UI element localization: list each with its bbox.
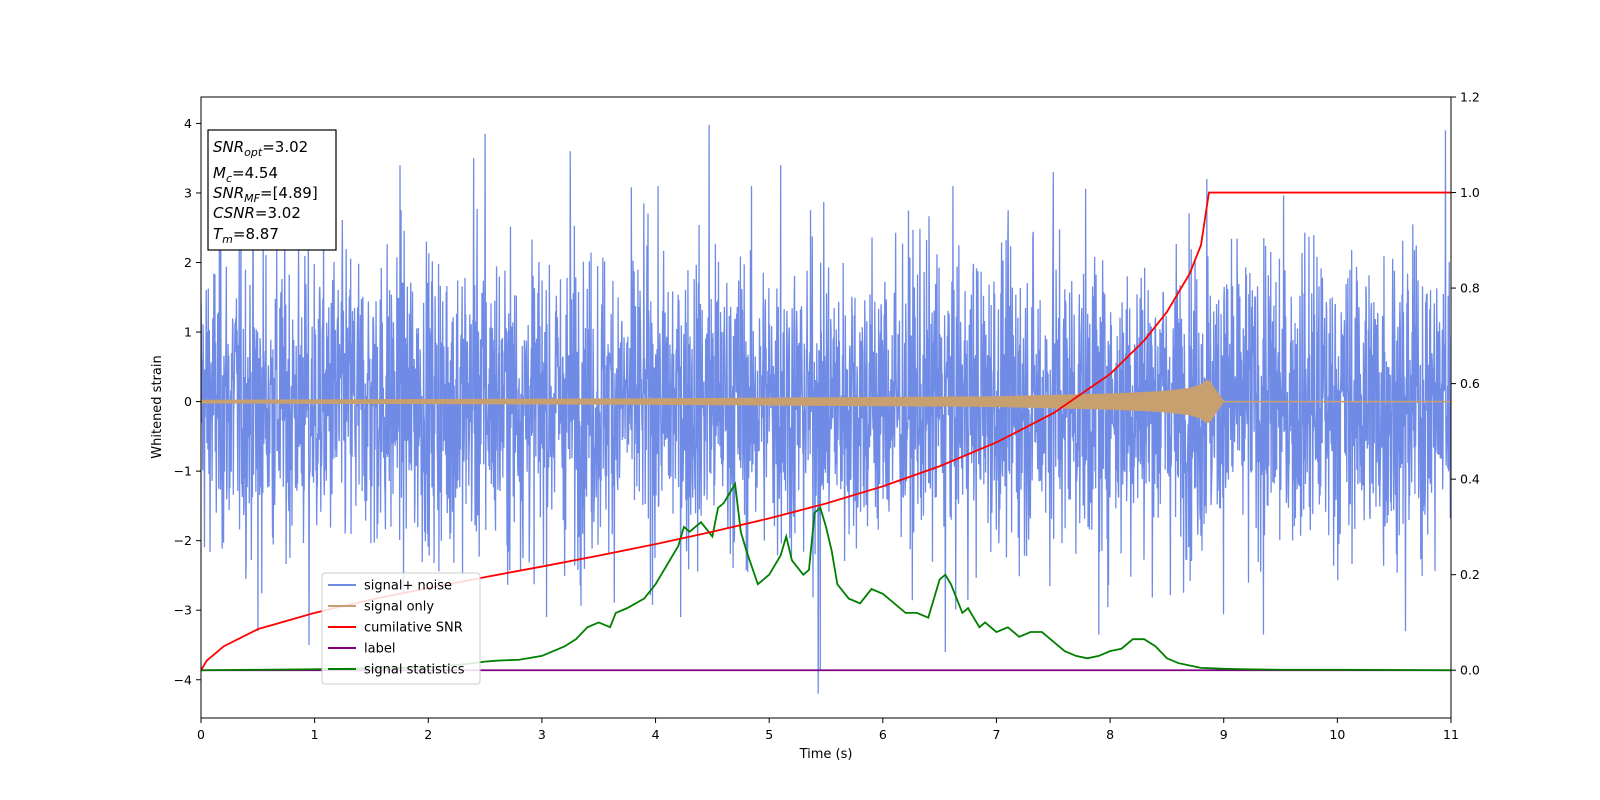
x-tick-label: 7	[992, 727, 1000, 742]
x-tick-label: 1	[311, 727, 319, 742]
legend-entry: cumilative SNR	[364, 621, 463, 636]
x-axis-label: Time (s)	[799, 747, 853, 762]
legend-entry: signal only	[364, 600, 434, 615]
series-signal-statistics	[201, 481, 1451, 672]
y2-tick-label: 0.4	[1460, 472, 1480, 487]
y-tick-label: −3	[174, 603, 192, 618]
x-tick-label: 8	[1106, 727, 1114, 742]
y-tick-label: 3	[184, 185, 192, 200]
x-tick-label: 4	[652, 727, 660, 742]
y2-tick-label: 0.8	[1460, 281, 1480, 296]
y-tick-label: 2	[184, 255, 192, 270]
plot-frame	[200, 96, 1452, 719]
info-row: SNRopt=3.02	[213, 138, 308, 159]
legend: signal+ noise signal only cumilative SNR la…	[321, 572, 481, 685]
y-axis-right: 0.0 0.2 0.4 0.6 0.8 1.0 1.2	[1451, 90, 1480, 678]
y-axis-left: −4 −3 −2 −1 0 1 2 3 4	[174, 116, 201, 687]
y-tick-label: 1	[184, 325, 192, 340]
y2-tick-label: 0.0	[1460, 663, 1480, 678]
y2-tick-label: 1.0	[1460, 185, 1480, 200]
x-axis: 0 1 2 3 4 5 6 7 8 9 10 11	[197, 718, 1459, 742]
legend-frame	[321, 572, 481, 685]
y2-tick-label: 1.2	[1460, 90, 1480, 105]
x-tick-label: 11	[1443, 727, 1459, 742]
info-row: SNRMF=[4.89]	[213, 184, 318, 205]
legend-entry: signal statistics	[364, 663, 465, 678]
x-tick-label: 6	[879, 727, 887, 742]
info-row: CSNR=3.02	[213, 204, 301, 222]
info-box-frame	[207, 129, 337, 251]
y-tick-label: −2	[174, 533, 192, 548]
y-tick-label: 0	[184, 394, 192, 409]
y-tick-label: −4	[174, 672, 192, 687]
y-tick-label: −1	[174, 464, 192, 479]
legend-entry: signal+ noise	[364, 579, 452, 594]
x-tick-label: 2	[424, 727, 432, 742]
x-tick-label: 9	[1220, 727, 1228, 742]
series-signal-only	[201, 380, 1451, 423]
y-tick-label: 4	[184, 116, 192, 131]
x-tick-label: 0	[197, 727, 205, 742]
y2-tick-label: 0.2	[1460, 567, 1480, 582]
info-row: Tm=8.87	[213, 225, 279, 246]
x-tick-label: 5	[765, 727, 773, 742]
legend-entry: label	[364, 642, 395, 657]
x-tick-label: 3	[538, 727, 546, 742]
info-row: Mc=4.54	[213, 164, 278, 185]
x-tick-label: 10	[1329, 727, 1345, 742]
y2-tick-label: 0.6	[1460, 376, 1480, 391]
y-axis-label: Whitened strain	[150, 355, 165, 458]
